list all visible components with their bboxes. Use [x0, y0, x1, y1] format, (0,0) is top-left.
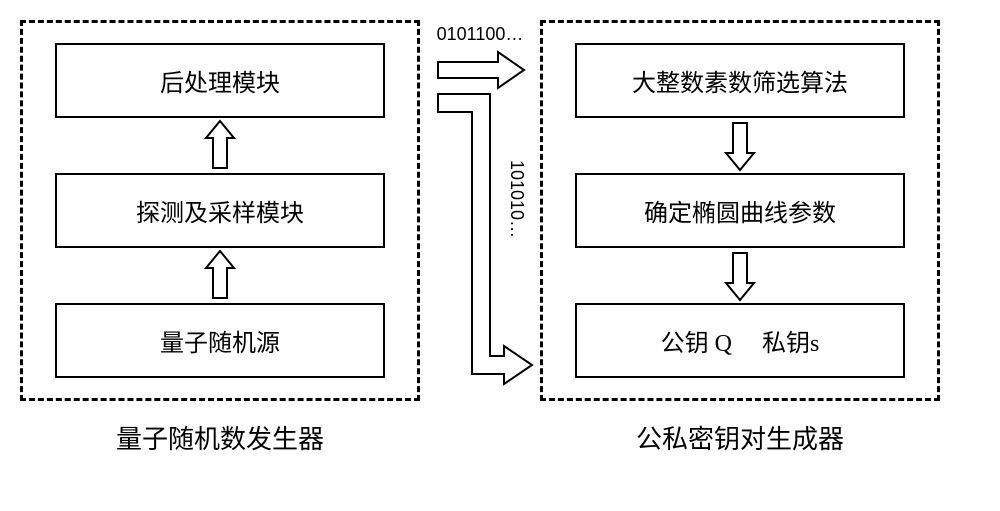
arrow-up-2	[200, 248, 240, 303]
arrow-down-1	[720, 118, 760, 173]
left-box-top: 后处理模块	[55, 43, 385, 118]
left-group: 后处理模块 探测及采样模块 量子随机源 量子随机数发生器	[20, 20, 420, 456]
left-caption: 量子随机数发生器	[116, 419, 324, 456]
bits-label-top: 0101100…	[420, 24, 540, 45]
left-box-middle: 探测及采样模块	[55, 173, 385, 248]
arrow-elbow-icon	[432, 88, 538, 403]
diagram-root: 后处理模块 探测及采样模块 量子随机源 量子随机数发生器 0101100…	[20, 20, 980, 456]
right-box-bottom: 公钥 Q 私钥s	[575, 303, 905, 378]
arrow-down-2	[720, 248, 760, 303]
right-box-top: 大整数素数筛选算法	[575, 43, 905, 118]
arrow-up-1	[200, 118, 240, 173]
left-box-bottom: 量子随机源	[55, 303, 385, 378]
right-group: 大整数素数筛选算法 确定椭圆曲线参数 公钥 Q 私钥s 公私密钥对生成器	[540, 20, 940, 456]
left-dashed-box: 后处理模块 探测及采样模块 量子随机源	[20, 20, 420, 401]
middle-connectors: 0101100… 101010…	[420, 20, 540, 440]
right-box-middle: 确定椭圆曲线参数	[575, 173, 905, 248]
right-caption: 公私密钥对生成器	[636, 419, 844, 456]
right-dashed-box: 大整数素数筛选算法 确定椭圆曲线参数 公钥 Q 私钥s	[540, 20, 940, 401]
